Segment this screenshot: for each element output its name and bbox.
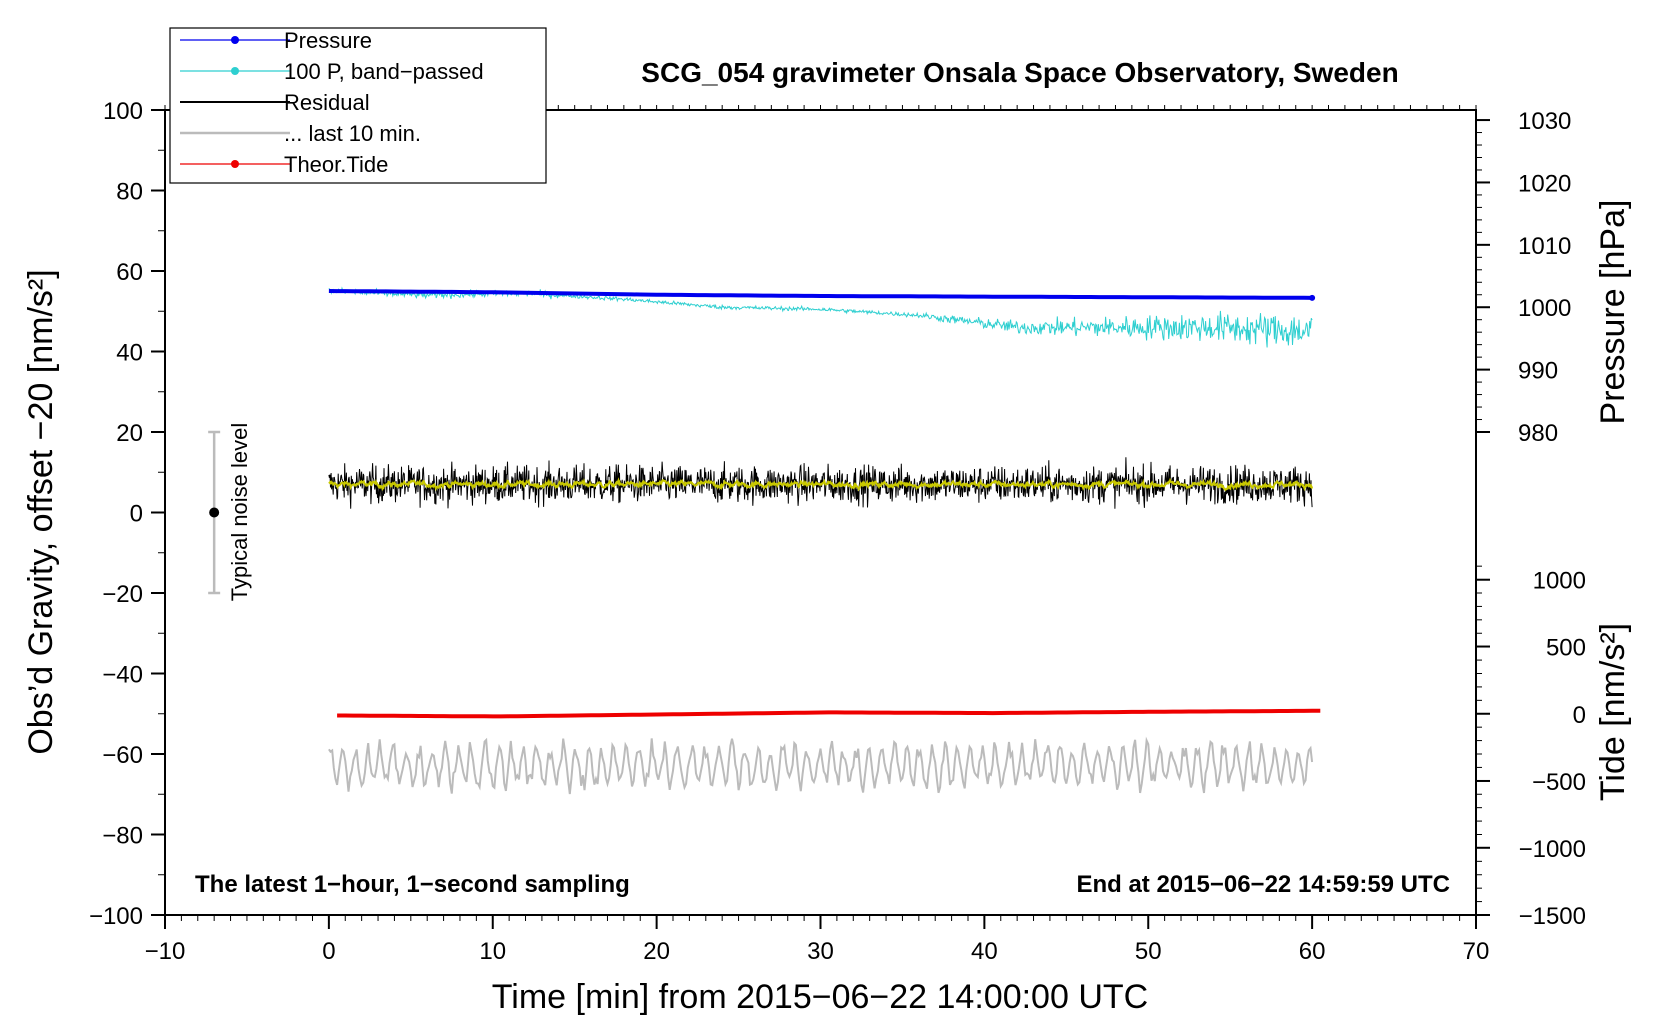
noise-level-label: Typical noise level — [227, 423, 252, 602]
x-tick-label: −10 — [145, 938, 186, 965]
pressure-tick-label: 1030 — [1518, 108, 1571, 135]
y-axis-title-pressure: Pressure [hPa] — [1594, 200, 1632, 425]
x-tick-label: 20 — [643, 938, 670, 965]
y-tick-label: −60 — [102, 742, 143, 769]
pressure-tick-label: 1010 — [1518, 233, 1571, 260]
plot-frame — [164, 109, 1477, 916]
legend-box — [169, 27, 547, 184]
series-last-10-min — [328, 736, 1314, 795]
y-tick-label: 60 — [116, 259, 143, 286]
y-tick-label: −40 — [102, 662, 143, 689]
tide-tick-label: 1000 — [1533, 568, 1586, 595]
y-tick-label: 20 — [116, 420, 143, 447]
tide-tick-label: 0 — [1573, 702, 1586, 729]
series-pressure — [328, 289, 1313, 300]
legend-tide-marker — [231, 160, 239, 168]
annotation-sampling: The latest 1−hour, 1−second sampling — [195, 871, 630, 898]
y-axis-title-left: Obs’d Gravity, offset −20 [nm/s²] — [22, 269, 60, 754]
x-tick-label: 40 — [971, 938, 998, 965]
x-axis-title: Time [min] from 2015−06−22 14:00:00 UTC — [492, 978, 1148, 1016]
annotation-end-time: End at 2015−06−22 14:59:59 UTC — [1076, 871, 1450, 898]
tide-tick-label: 500 — [1546, 635, 1586, 662]
x-tick-label: 70 — [1463, 938, 1490, 965]
legend-pressure-marker — [231, 36, 239, 44]
pressure-tick-label: 1000 — [1518, 295, 1571, 322]
x-tick-label: 10 — [479, 938, 506, 965]
y-tick-label: −20 — [102, 581, 143, 608]
y-axis-title-tide: Tide [nm/s²] — [1594, 623, 1632, 801]
legend-bandpassed-label: 100 P, band−passed — [284, 59, 484, 84]
tide-tick-label: −1500 — [1519, 903, 1586, 930]
tide-tick-label: −500 — [1532, 769, 1586, 796]
x-tick-label: 30 — [807, 938, 834, 965]
y-tick-label: −80 — [102, 823, 143, 850]
y-tick-label: 80 — [116, 179, 143, 206]
chart-title: SCG_054 gravimeter Onsala Space Observat… — [641, 57, 1398, 88]
x-tick-label: 0 — [322, 938, 335, 965]
x-tick-label: 60 — [1299, 938, 1326, 965]
pressure-tick-label: 990 — [1518, 358, 1558, 385]
series-residual — [328, 457, 1313, 509]
legend-residual-label: Residual — [284, 90, 370, 115]
legend-pressure-label: Pressure — [284, 28, 372, 53]
legend-last10-label: ... last 10 min. — [284, 121, 421, 146]
pressure-tick-label: 1020 — [1518, 170, 1571, 197]
series-tide — [337, 708, 1321, 719]
tide-tick-label: −1000 — [1519, 836, 1586, 863]
pressure-tick-label: 980 — [1518, 420, 1558, 447]
legend: Pressure 100 P, band−passed Residual ...… — [169, 27, 547, 184]
legend-bandpassed-marker — [231, 67, 239, 75]
y-tick-label: 0 — [130, 501, 143, 528]
y-tick-label: 40 — [116, 340, 143, 367]
y-tick-label: 100 — [103, 98, 143, 125]
series-smoothed-residual — [328, 477, 1314, 492]
axis-ticks — [151, 105, 1490, 929]
pressure-end-marker — [1309, 294, 1316, 301]
tick-labels: −10 0 10 20 30 40 50 60 70−100−80−60−40−20020406… — [89, 98, 1586, 965]
noise-bar-center — [209, 507, 220, 518]
y-tick-label: −100 — [89, 903, 143, 930]
x-tick-label: 50 — [1135, 938, 1162, 965]
legend-tide-label: Theor.Tide — [284, 152, 388, 177]
series-layer — [208, 286, 1321, 795]
